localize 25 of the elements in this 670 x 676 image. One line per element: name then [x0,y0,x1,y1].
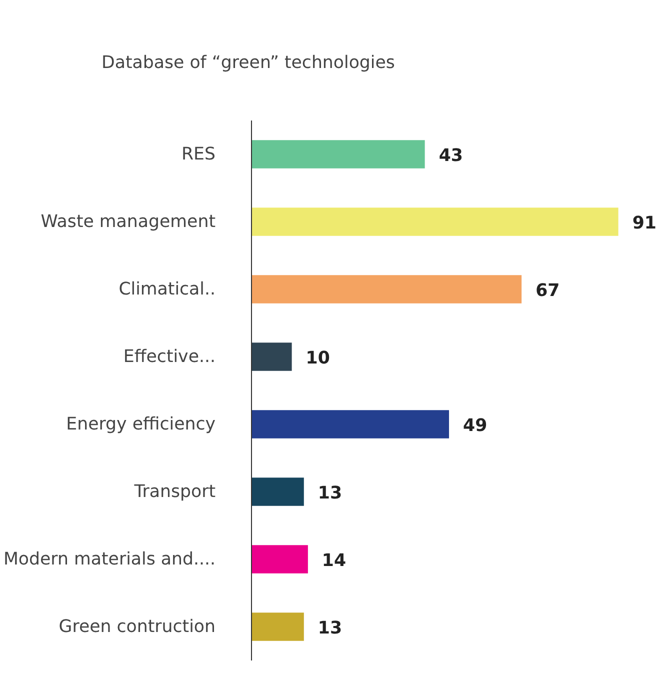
data-label: 14 [322,550,346,571]
chart-title: Database of “green” technologies [102,53,395,73]
bar [252,140,425,168]
data-label: 91 [632,213,656,234]
bar [252,275,522,304]
data-label: 43 [438,146,463,166]
data-label: 13 [318,618,342,638]
bar [252,208,618,236]
data-label: 49 [463,416,488,436]
data-label: 13 [318,483,342,504]
bar [252,612,304,641]
bar [252,410,450,438]
y-tick-label: Waste management [40,212,216,232]
bar [252,342,292,371]
bar [252,478,304,506]
y-tick-label: RES [182,144,216,164]
data-label: 67 [536,280,560,301]
y-tick-label: Climatical.. [118,279,216,300]
bar [252,545,308,574]
y-tick-label: Green contruction [58,616,216,637]
y-tick-label: Modern materials and.... [3,549,216,570]
data-label: 10 [306,348,330,368]
y-tick-label: Energy efficiency [66,414,216,434]
y-tick-label: Transport [133,482,216,502]
y-tick-label: Effective... [123,346,216,367]
